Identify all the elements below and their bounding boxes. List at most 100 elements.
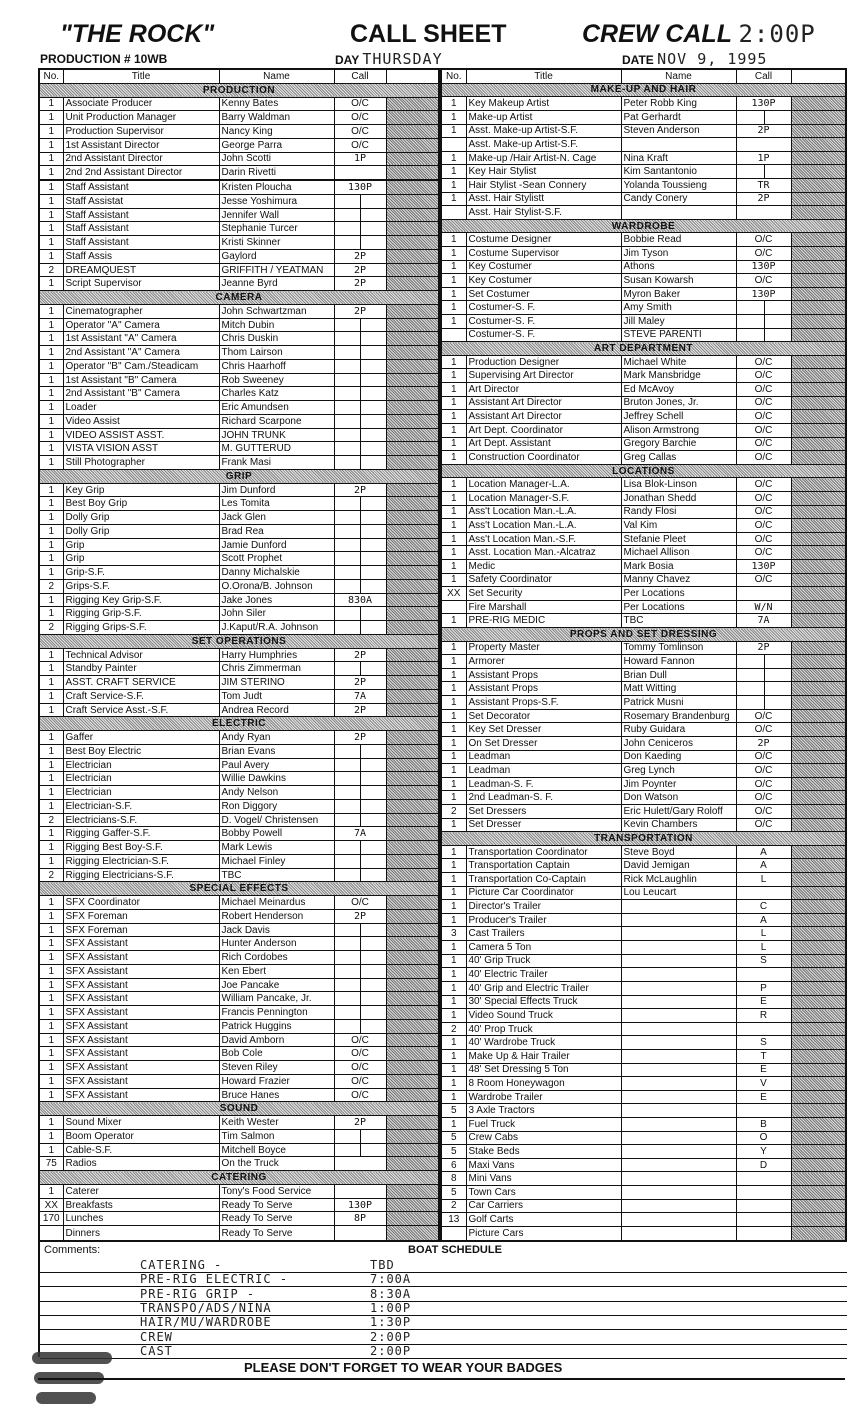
call-time: O/C (735, 708, 792, 724)
person-name (620, 1008, 737, 1023)
quantity: 1 (440, 872, 467, 887)
person-name: Hunter Anderson (218, 936, 335, 952)
person-name: Jack Davis (218, 922, 335, 938)
person-name (620, 1198, 737, 1214)
call-time: 2P (333, 675, 387, 690)
person-name (620, 1062, 737, 1078)
quantity: 1 (38, 991, 64, 1007)
role-title: Electrician (62, 771, 220, 787)
shaded-cell (385, 1087, 440, 1103)
role-title: Best Boy Grip (62, 496, 220, 512)
shaded-cell (385, 771, 440, 787)
person-name: Andrea Record (218, 702, 335, 718)
shaded-cell (790, 259, 847, 275)
quantity: 1 (440, 654, 467, 669)
call-time: O/C (333, 1046, 387, 1062)
quantity: 1 (38, 235, 64, 250)
crew-row: 1 Location Manager-L.A. Lisa Blok-Linson O/… (440, 477, 847, 492)
quantity: 1 (440, 164, 467, 179)
person-name: Ready To Serve (218, 1225, 335, 1242)
person-name: John Ceniceros (620, 735, 737, 751)
shaded-cell (790, 681, 847, 697)
role-title: Electrician (62, 757, 220, 773)
crew-row: 1 Costumer-S. F. Amy Smith (440, 300, 847, 316)
section-header: MAKE-UP AND HAIR (440, 82, 847, 98)
shaded-cell (790, 1185, 847, 1200)
crew-row: 1 SFX Foreman Jack Davis (38, 922, 440, 938)
call-time: 2P (735, 640, 792, 656)
crew-row: XX Breakfasts Ready To Serve 130P (38, 1197, 440, 1213)
shaded-cell (385, 743, 440, 759)
quantity: 1 (38, 840, 64, 855)
shaded-cell (385, 675, 440, 690)
role-title: 40' Grip Truck (465, 953, 622, 969)
call-time: O/C (735, 354, 792, 370)
role-title: Sound Mixer (62, 1115, 220, 1130)
shaded-cell (790, 1225, 847, 1242)
role-title: 8 Room Honeywagon (465, 1076, 622, 1091)
call-time (333, 1183, 387, 1199)
shaded-cell (385, 165, 440, 181)
person-name: On the Truck (218, 1156, 335, 1172)
schedule-item: HAIR/MU/WARDROBE (140, 1315, 272, 1330)
call-time (333, 165, 387, 181)
person-name: Jonathan Shedd (620, 490, 737, 506)
crew-row: 1 40' Grip Truck S (440, 953, 847, 969)
date-field: DATE NOV 9, 1995 (622, 50, 807, 69)
quantity: 1 (38, 1073, 64, 1089)
shaded-cell (385, 510, 440, 525)
person-name: Patrick Huggins (218, 1018, 335, 1034)
call-time: O/C (735, 450, 792, 465)
crew-row: 1 SFX Assistant Bob Cole O/C (38, 1046, 440, 1062)
call-continuation-mark (333, 427, 387, 443)
call-time: 7A (735, 613, 792, 629)
crew-row: 1 SFX Assistant Howard Frazier O/C (38, 1073, 440, 1089)
role-title: Make Up & Hair Trailer (465, 1048, 622, 1064)
shaded-cell (385, 1183, 440, 1199)
crew-row: 1 Ass't Location Man.-L.A. Randy Flosi O/C (440, 504, 847, 520)
person-name: Michael Meinardus (218, 895, 335, 910)
crew-row: 1 SFX Assistant Ken Ebert (38, 963, 440, 979)
shaded-cell (790, 504, 847, 520)
quantity: 1 (38, 661, 64, 677)
quantity: 1 (38, 165, 64, 181)
schedule-line: CAST 2:00P (40, 1344, 847, 1359)
call-continuation-mark (333, 578, 387, 594)
quantity: 1 (38, 551, 64, 567)
role-title: Transportation Captain (465, 858, 622, 874)
person-name: Per Locations (620, 586, 737, 601)
person-name: Ed McAvoy (620, 382, 737, 397)
crew-row: 1 Rigging Best Boy-S.F. Mark Lewis (38, 840, 440, 855)
crew-row: 1 Assistant Art Director Jeffrey Schell O/C (440, 409, 847, 424)
col-title: Title (62, 68, 220, 84)
quantity: 1 (38, 771, 64, 787)
shaded-cell (790, 640, 847, 656)
section-title: ELECTRIC (38, 716, 440, 732)
call-time: E (735, 1089, 792, 1105)
section-header: ART DEPARTMENT (440, 341, 847, 356)
shaded-cell (790, 1198, 847, 1214)
quantity: 1 (38, 936, 64, 952)
shaded-cell (790, 776, 847, 792)
person-name: Pat Gerhardt (620, 109, 737, 125)
person-name: Alison Armstrong (620, 422, 737, 438)
quantity: 1 (38, 331, 64, 347)
role-title: Cinematographer (62, 303, 220, 319)
role-title: Set Costumer (465, 286, 622, 302)
shaded-cell (790, 490, 847, 506)
crew-row: 1 ASST. CRAFT SERVICE JIM STERINO 2P (38, 675, 440, 690)
quantity: 2 (38, 867, 64, 883)
call-continuation-mark (333, 991, 387, 1007)
section-title: PRODUCTION (38, 82, 440, 98)
shaded-cell (790, 613, 847, 629)
person-name: JIM STERINO (218, 675, 335, 690)
quantity: 1 (440, 980, 467, 996)
shaded-cell (385, 895, 440, 910)
quantity: 1 (38, 647, 64, 663)
call-time: B (735, 1116, 792, 1132)
role-title: Set Dressers (465, 803, 622, 819)
shaded-cell (385, 96, 440, 112)
shaded-cell (790, 422, 847, 438)
call-continuation-mark (333, 963, 387, 979)
shaded-cell (790, 273, 847, 288)
